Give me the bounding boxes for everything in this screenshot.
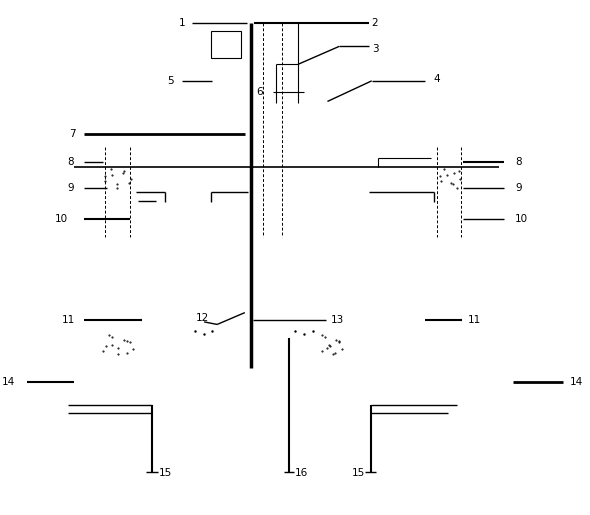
Text: 8: 8 [515,157,522,167]
Text: 4: 4 [434,74,440,84]
Text: 14: 14 [2,377,15,387]
Text: 12: 12 [196,313,209,323]
Text: 6: 6 [257,87,263,97]
Text: 9: 9 [515,183,522,194]
Text: 10: 10 [55,214,68,224]
Text: 16: 16 [295,468,308,478]
Text: 2: 2 [372,18,378,28]
Text: 1: 1 [179,18,186,28]
Text: 11: 11 [63,315,76,325]
Text: 7: 7 [69,129,76,139]
Text: 13: 13 [330,315,343,325]
Text: 3: 3 [372,44,378,54]
Text: 9: 9 [67,183,74,194]
Bar [211,31,241,58]
Text: 15: 15 [352,468,365,478]
Text: 8: 8 [67,157,74,167]
Text: 15: 15 [159,468,172,478]
Text: 10: 10 [515,214,528,224]
Text: 14: 14 [569,377,582,387]
Text: 5: 5 [168,76,174,86]
Text: 11: 11 [468,315,481,325]
